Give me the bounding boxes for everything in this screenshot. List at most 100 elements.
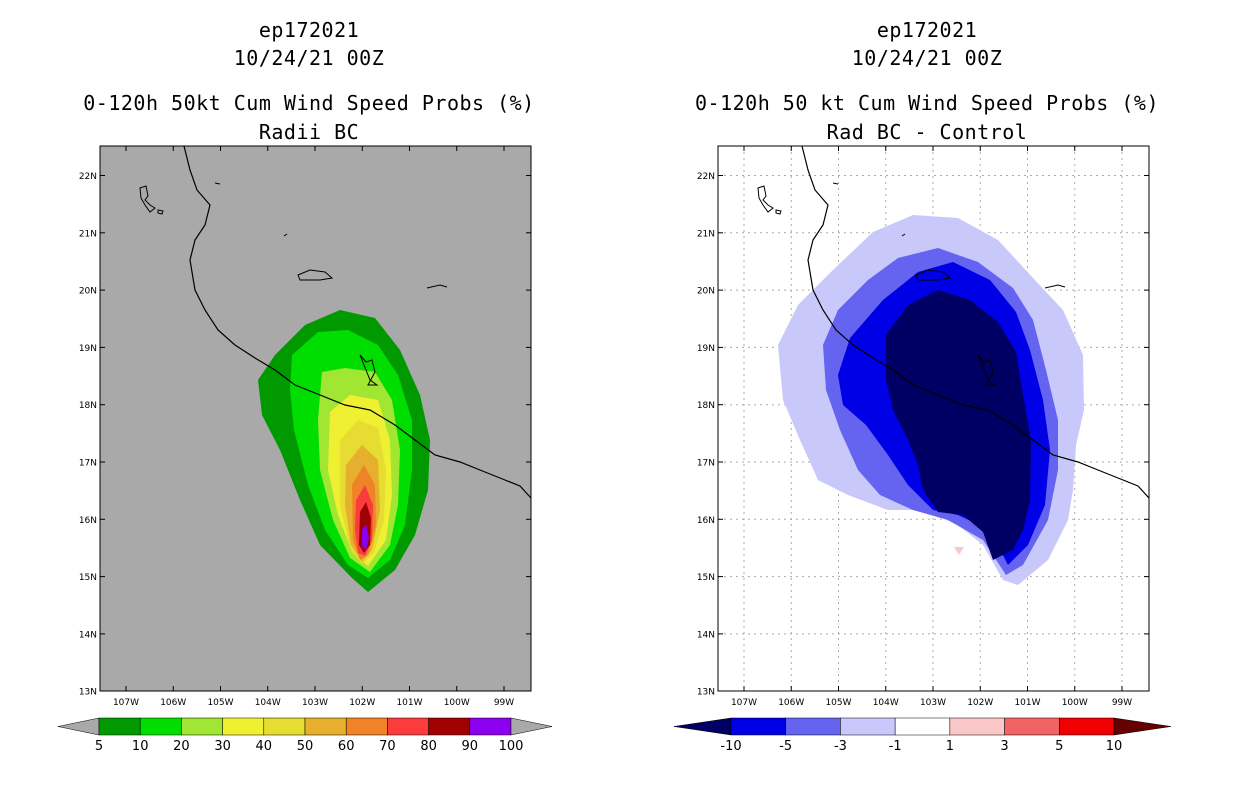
left-storm-id: ep172021	[258, 18, 360, 42]
coastline-islands	[139, 185, 164, 215]
lon-label: 106W	[778, 698, 804, 708]
coastline-lake-chapala	[915, 269, 952, 281]
colorbar-label: 3	[1000, 739, 1008, 754]
colorbar-label: 5	[95, 739, 103, 754]
lon-label: 103W	[920, 698, 946, 708]
colorbar-swatch	[181, 717, 223, 736]
colorbar-swatch	[428, 717, 471, 736]
colorbar-label: 60	[338, 739, 355, 754]
colorbar-label: 90	[462, 739, 479, 754]
colorbar-label: 1	[946, 739, 954, 754]
coastline-reservoir	[359, 354, 379, 386]
prob-contour-90	[362, 524, 369, 550]
lon-label: 99W	[494, 698, 514, 708]
lat-label: 14N	[79, 630, 97, 640]
colorbar-label: 40	[256, 739, 273, 754]
lon-label: 107W	[113, 698, 139, 708]
lat-label: 19N	[697, 344, 715, 354]
lon-label: 105W	[207, 698, 233, 708]
coastline-islands	[757, 185, 782, 215]
coastline-mexico	[801, 145, 1150, 499]
left-subtitle: Radii BC	[258, 120, 360, 144]
left-datetime: 10/24/21 00Z	[233, 46, 385, 70]
colorbar-label: -3	[834, 739, 847, 754]
lat-label: 13N	[697, 688, 715, 698]
lat-label: 16N	[79, 516, 97, 526]
colorbar-swatch	[263, 717, 306, 736]
colorbar-swatch	[98, 717, 141, 736]
right-datetime: 10/24/21 00Z	[851, 46, 1003, 70]
colorbar-swatch	[1004, 717, 1060, 736]
coastline-mexico	[183, 145, 532, 499]
left-title: 0-120h 50kt Cum Wind Speed Probs (%)	[83, 91, 535, 115]
lon-label: 100W	[1062, 698, 1088, 708]
lat-label: 20N	[697, 287, 715, 297]
colorbar-swatch	[139, 717, 182, 736]
lon-label: 102W	[349, 698, 375, 708]
lon-label: 103W	[302, 698, 328, 708]
right-map-svg: 22N 21N 20N 19N 18N 17N 16N 15N 14N 13N 107W 106W 1…	[673, 145, 1172, 754]
colorbar-label: 10	[132, 739, 149, 754]
lat-label: 18N	[697, 401, 715, 411]
colorbar-under-arrow	[57, 717, 100, 736]
colorbar-swatch	[469, 717, 512, 736]
lon-label: 107W	[731, 698, 757, 708]
coastline-small-features	[832, 182, 1066, 289]
left-panel: ep172021 10/24/21 00Z 0-120h 50kt Cum Wi…	[57, 18, 553, 754]
lat-label: 18N	[79, 401, 97, 411]
lat-label: 20N	[79, 287, 97, 297]
left-map-svg: 22N 21N 20N 19N 18N 17N 16N 15N 14N 13N 107W 106W 1…	[57, 145, 553, 754]
colorbar-swatch	[894, 717, 951, 736]
colorbar-label: 10	[1106, 739, 1123, 754]
colorbar-swatch	[387, 717, 429, 736]
colorbar-swatch	[949, 717, 1005, 736]
lat-label: 13N	[79, 688, 97, 698]
lat-label: 16N	[697, 516, 715, 526]
lat-label: 15N	[79, 573, 97, 583]
lon-label: 102W	[967, 698, 993, 708]
lon-label: 105W	[825, 698, 851, 708]
right-storm-id: ep172021	[876, 18, 978, 42]
lat-label: 21N	[697, 229, 715, 239]
right-panel: ep172021 10/24/21 00Z 0-120h 50 kt Cum W…	[618, 0, 1236, 800]
colorbar-label: 100	[499, 739, 524, 754]
lon-label: 106W	[160, 698, 186, 708]
colorbar-swatch	[1059, 717, 1115, 736]
colorbar-label: -1	[889, 739, 902, 754]
lon-label: 101W	[1014, 698, 1040, 708]
lat-label: 19N	[79, 344, 97, 354]
colorbar-label: 20	[173, 739, 190, 754]
colorbar-swatch	[785, 717, 841, 736]
colorbar-label: -10	[720, 739, 741, 754]
colorbar-over-arrow	[510, 717, 553, 736]
colorbar-swatch	[730, 717, 786, 736]
lat-label: 17N	[697, 459, 715, 469]
lat-label: 17N	[79, 459, 97, 469]
lon-label: 104W	[255, 698, 281, 708]
coastline-small-features	[214, 182, 448, 289]
colorbar-swatch	[345, 717, 388, 736]
lat-label: 22N	[697, 172, 715, 182]
colorbar-label: 30	[214, 739, 231, 754]
coastline-lake-chapala	[297, 269, 334, 281]
diff-contour-neg10	[886, 290, 1031, 560]
colorbar-swatch	[304, 717, 347, 736]
colorbar-label: 70	[379, 739, 396, 754]
coastline-reservoir	[977, 354, 997, 386]
lon-label: 101W	[396, 698, 422, 708]
colorbar-label: 5	[1055, 739, 1063, 754]
lon-label: 104W	[873, 698, 899, 708]
lat-label: 15N	[697, 573, 715, 583]
colorbar-swatch	[840, 717, 896, 736]
lon-label: 100W	[444, 698, 470, 708]
colorbar-over-arrow	[1113, 717, 1172, 736]
lat-label: 22N	[79, 172, 97, 182]
colorbar-under-arrow	[673, 717, 732, 736]
diff-contour-pos1	[954, 547, 964, 555]
colorbar-label: -5	[779, 739, 792, 754]
right-subtitle: Rad BC - Control	[826, 120, 1028, 144]
lon-label: 99W	[1112, 698, 1132, 708]
colorbar-label: 50	[297, 739, 314, 754]
lat-label: 21N	[79, 229, 97, 239]
right-title: 0-120h 50 kt Cum Wind Speed Probs (%)	[694, 91, 1160, 115]
